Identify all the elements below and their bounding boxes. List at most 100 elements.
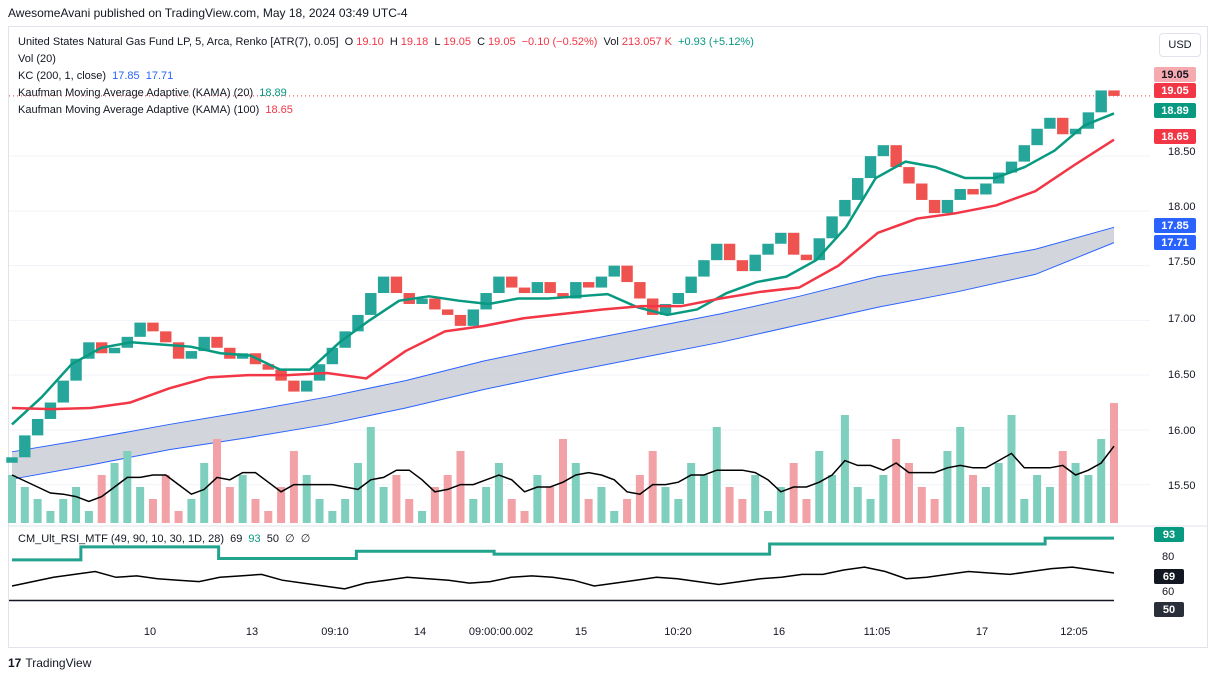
currency-button[interactable]: USD xyxy=(1159,33,1201,57)
renko-brick xyxy=(672,293,685,304)
renko-brick xyxy=(506,276,518,288)
time-tick: 16 xyxy=(772,626,786,638)
volume-bar xyxy=(648,451,657,523)
volume-bar xyxy=(418,511,427,523)
volume-bar xyxy=(379,487,388,523)
rsi-empty-2: ∅ xyxy=(300,533,311,545)
renko-brick xyxy=(570,282,582,299)
volume-bar xyxy=(699,475,708,523)
rsi-slow-line xyxy=(12,536,1114,562)
volume-bar xyxy=(148,499,157,523)
kc-upper-line xyxy=(11,226,1115,453)
vol-indicator-legend[interactable]: Vol (20) xyxy=(18,53,59,65)
renko-brick xyxy=(365,293,377,315)
ohlc-close-value: 19.05 xyxy=(488,36,516,48)
renko-brick xyxy=(160,331,172,343)
kc-lower-value: 17.71 xyxy=(145,70,174,82)
renko-brick xyxy=(493,276,505,294)
renko-brick xyxy=(70,358,82,381)
volume-bar xyxy=(213,439,222,523)
volume-bar xyxy=(674,499,683,523)
renko-brick xyxy=(185,351,198,359)
volume-bar xyxy=(981,487,990,523)
renko-brick xyxy=(582,282,595,288)
volume-bar xyxy=(789,463,798,523)
volume-bar xyxy=(251,499,260,523)
renko-brick xyxy=(877,145,890,157)
price-label-last-high: 19.05 xyxy=(1154,67,1196,82)
volume-bar xyxy=(430,487,439,523)
volume-bar xyxy=(879,475,888,523)
price-tick: 16.50 xyxy=(1168,369,1196,381)
renko-brick xyxy=(83,342,95,359)
volume-bar xyxy=(635,475,644,523)
time-tick: 14 xyxy=(413,626,427,638)
volume-bar xyxy=(97,475,106,523)
kama-lines xyxy=(11,112,1115,426)
kc-band-fill xyxy=(12,227,1114,480)
ohlc-low-value: 19.05 xyxy=(443,36,472,48)
renko-brick xyxy=(1057,117,1069,135)
publish-header: AwesomeAvani published on TradingView.co… xyxy=(8,6,408,20)
renko-brick xyxy=(480,293,492,310)
kama20-legend[interactable]: Kaufman Moving Average Adaptive (KAMA) (… xyxy=(18,87,290,99)
renko-brick xyxy=(736,260,749,272)
renko-brick xyxy=(108,347,121,354)
volume-bar xyxy=(392,475,401,523)
renko-brick xyxy=(608,265,620,277)
rsi-tick: 80 xyxy=(1162,551,1175,563)
volume-bar xyxy=(597,487,606,523)
volume-bar xyxy=(853,487,862,523)
volume-bar xyxy=(174,511,183,523)
volume-bar xyxy=(1058,451,1067,523)
kc-legend[interactable]: KC (200, 1, close) 17.85 17.71 xyxy=(18,70,176,82)
price-tick: 17.00 xyxy=(1168,313,1196,325)
volume-bar xyxy=(187,499,196,523)
volume-bar xyxy=(264,511,273,523)
volume-bar xyxy=(366,427,375,523)
rsi-badge-50: 50 xyxy=(1154,602,1184,617)
volume-bar xyxy=(943,451,952,523)
price-label-kama20: 18.89 xyxy=(1154,103,1196,118)
renko-brick xyxy=(800,254,813,261)
volume-bar xyxy=(225,487,234,523)
ohlc-high-label: H xyxy=(389,36,398,48)
symbol-name[interactable]: United States Natural Gas Fund LP, 5, Ar… xyxy=(18,36,339,48)
volume-bar xyxy=(1084,475,1093,523)
volume-bar xyxy=(738,499,747,523)
kama20-line xyxy=(11,112,1115,426)
volume-bar xyxy=(20,487,29,523)
volume-bar xyxy=(405,499,414,523)
kama100-legend[interactable]: Kaufman Moving Average Adaptive (KAMA) (… xyxy=(18,104,296,116)
renko-brick xyxy=(1031,128,1043,146)
renko-brick xyxy=(147,322,159,332)
volume-bar xyxy=(507,499,516,523)
renko-brick xyxy=(1108,90,1120,96)
renko-brick xyxy=(467,309,480,326)
rsi-label: CM_Ult_RSI_MTF (49, 90, 10, 30, 1D, 28) xyxy=(18,533,225,545)
price-label-last: 19.05 xyxy=(1154,83,1196,98)
volume-bar xyxy=(1007,415,1016,523)
volume-bar xyxy=(200,463,209,523)
renko-brick xyxy=(787,232,800,255)
renko-brick xyxy=(31,418,44,436)
tradingview-footer[interactable]: 17 TradingView xyxy=(8,656,91,670)
renko-brick xyxy=(762,243,774,255)
volume-bar xyxy=(353,463,362,523)
tradingview-logo-icon: 17 xyxy=(8,656,22,670)
renko-brick xyxy=(172,342,185,359)
volume-bar xyxy=(341,499,350,523)
price-change: −0.10 (−0.52%) xyxy=(521,36,598,48)
chart-frame[interactable] xyxy=(8,26,1208,648)
volume-bar xyxy=(123,451,132,523)
rsi-legend[interactable]: CM_Ult_RSI_MTF (49, 90, 10, 30, 1D, 28) … xyxy=(18,532,313,545)
renko-brick xyxy=(967,188,979,195)
renko-brick xyxy=(6,457,18,463)
volume-bar xyxy=(443,475,452,523)
brand-name: TradingView xyxy=(25,656,92,670)
vol-value: 213.057 K xyxy=(621,36,672,48)
renko-brick xyxy=(698,260,710,277)
volume-bar xyxy=(930,499,939,523)
volume-bar xyxy=(328,511,337,523)
